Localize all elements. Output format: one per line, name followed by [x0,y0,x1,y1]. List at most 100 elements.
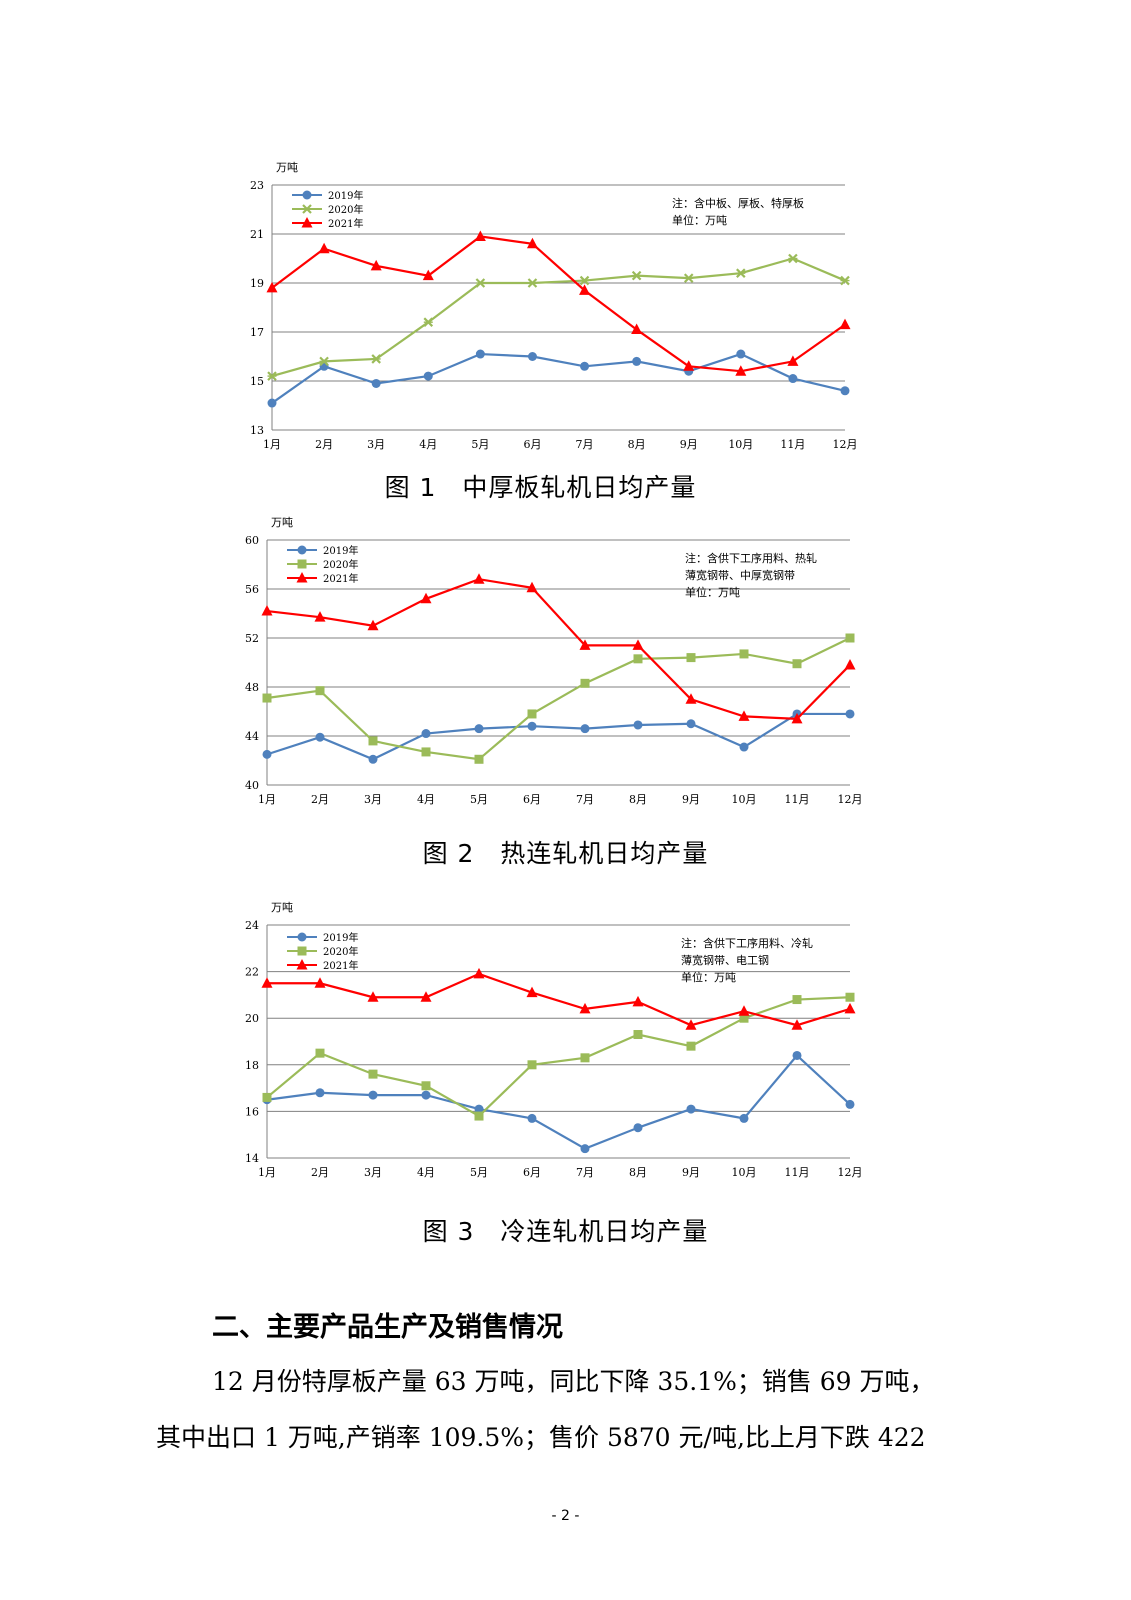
data-point [632,639,644,650]
x-tick-label: 3月 [364,1166,382,1179]
x-tick-label: 5月 [470,793,488,806]
y-tick-label: 21 [250,228,264,241]
legend-swatch-marker [297,946,307,956]
data-point [738,1005,750,1016]
series-line [271,352,846,404]
section-heading: 二、主要产品生产及销售情况 [212,1312,563,1343]
x-tick-label: 12月 [833,438,858,451]
data-point [685,1019,697,1030]
y-tick-label: 17 [250,326,264,339]
x-tick-label: 5月 [471,438,489,451]
data-point [526,986,538,998]
paragraph-line-2: 其中出口 1 万吨,产销率 109.5%；售价 5870 元/吨,比上月下跌 4… [156,1423,926,1452]
legend-entry: 2020年 [287,945,358,958]
data-point [845,992,855,1002]
data-point [738,710,750,721]
x-tick-label: 1月 [258,1166,276,1179]
x-tick-label: 2月 [311,793,329,806]
series-2021年 [261,573,856,724]
y-tick-label: 24 [245,919,259,932]
chart-note: 单位：万吨 [681,970,736,984]
data-point [266,281,278,293]
data-point [735,365,747,376]
x-tick-label: 10月 [728,438,753,451]
data-point [370,259,382,271]
x-tick-label: 9月 [680,438,698,451]
x-tick-label: 9月 [682,793,700,806]
series-2020年 [262,633,855,764]
data-point [473,573,485,584]
data-point [261,605,273,616]
series-line [266,1053,851,1150]
x-tick-label: 8月 [629,1166,647,1179]
chart-1-svg: 万吨 13 15 17 19 21 23 1月 2月 3月 4月 5月 6月 7月 8月 9月 10月 11月 12… [250,161,858,451]
legend-entry: 2021年 [287,572,358,585]
data-point [315,1048,325,1058]
data-point [367,619,379,631]
legend-entry: 2021年 [292,217,363,230]
legend-entry: 2021年 [287,959,358,972]
data-point [791,712,803,724]
data-point [579,275,590,286]
series-2019年 [267,349,850,408]
x-tick-label: 8月 [628,438,646,451]
data-point [262,1092,272,1102]
legend-swatch-marker [297,932,307,942]
x-tick-label: 1月 [263,438,281,451]
x-tick-label: 5月 [470,1166,488,1179]
data-point [792,659,802,669]
x-tick-label: 7月 [576,1166,594,1179]
data-point [845,709,855,719]
data-point [788,253,798,264]
chart-note: 注：含供下工序用料、热轧 [685,551,817,565]
y-tick-label: 52 [245,632,259,645]
x-tick-label: 7月 [576,793,594,806]
legend-label: 2020年 [323,945,358,958]
data-point [633,654,643,664]
data-point [474,1104,484,1114]
series-2019年 [262,1050,855,1154]
data-point [315,732,325,742]
y-axis-unit-label: 万吨 [271,516,293,529]
data-point [527,1060,537,1070]
data-point [267,371,277,381]
data-point [475,278,486,288]
series-2021年 [266,230,851,376]
data-point [840,386,850,396]
series-line [271,257,846,378]
data-point [736,349,746,359]
chart-1: 万吨 13 15 17 19 21 23 1月 2月 3月 4月 5月 6月 7月 8月 9月 10月 11月 12… [230,155,870,460]
data-point [474,724,484,734]
data-point [685,693,697,704]
figure-2-caption: 图 2 热连轧机日均产量 [422,839,709,868]
x-tick-label: 4月 [417,1166,435,1179]
legend-label: 2020年 [328,203,363,216]
data-point [845,1099,855,1109]
data-point [474,230,486,241]
data-point [314,611,326,622]
legend-entry: 2019年 [287,544,358,557]
data-point [368,754,378,764]
series-2020年 [267,253,850,381]
data-point [580,678,590,688]
data-point [423,317,434,327]
data-point [739,1013,749,1023]
legend-swatch-marker [302,204,312,214]
series-line [271,235,846,373]
data-point [840,275,850,286]
x-tick-label: 9月 [682,1166,700,1179]
legend-swatch-marker [296,572,308,583]
data-point [632,995,644,1007]
data-point [580,361,590,371]
data-point [526,581,538,593]
series-2019年 [262,709,855,764]
data-point [686,719,696,729]
data-point [421,1081,431,1091]
legend-label: 2021年 [323,959,358,972]
y-tick-label: 60 [245,534,259,547]
data-point [261,977,273,988]
page-number: - 2 - [551,1508,580,1524]
data-point [787,355,799,366]
legend-label: 2021年 [323,572,358,585]
chart-note: 注：含中板、厚板、特厚板 [672,196,804,210]
